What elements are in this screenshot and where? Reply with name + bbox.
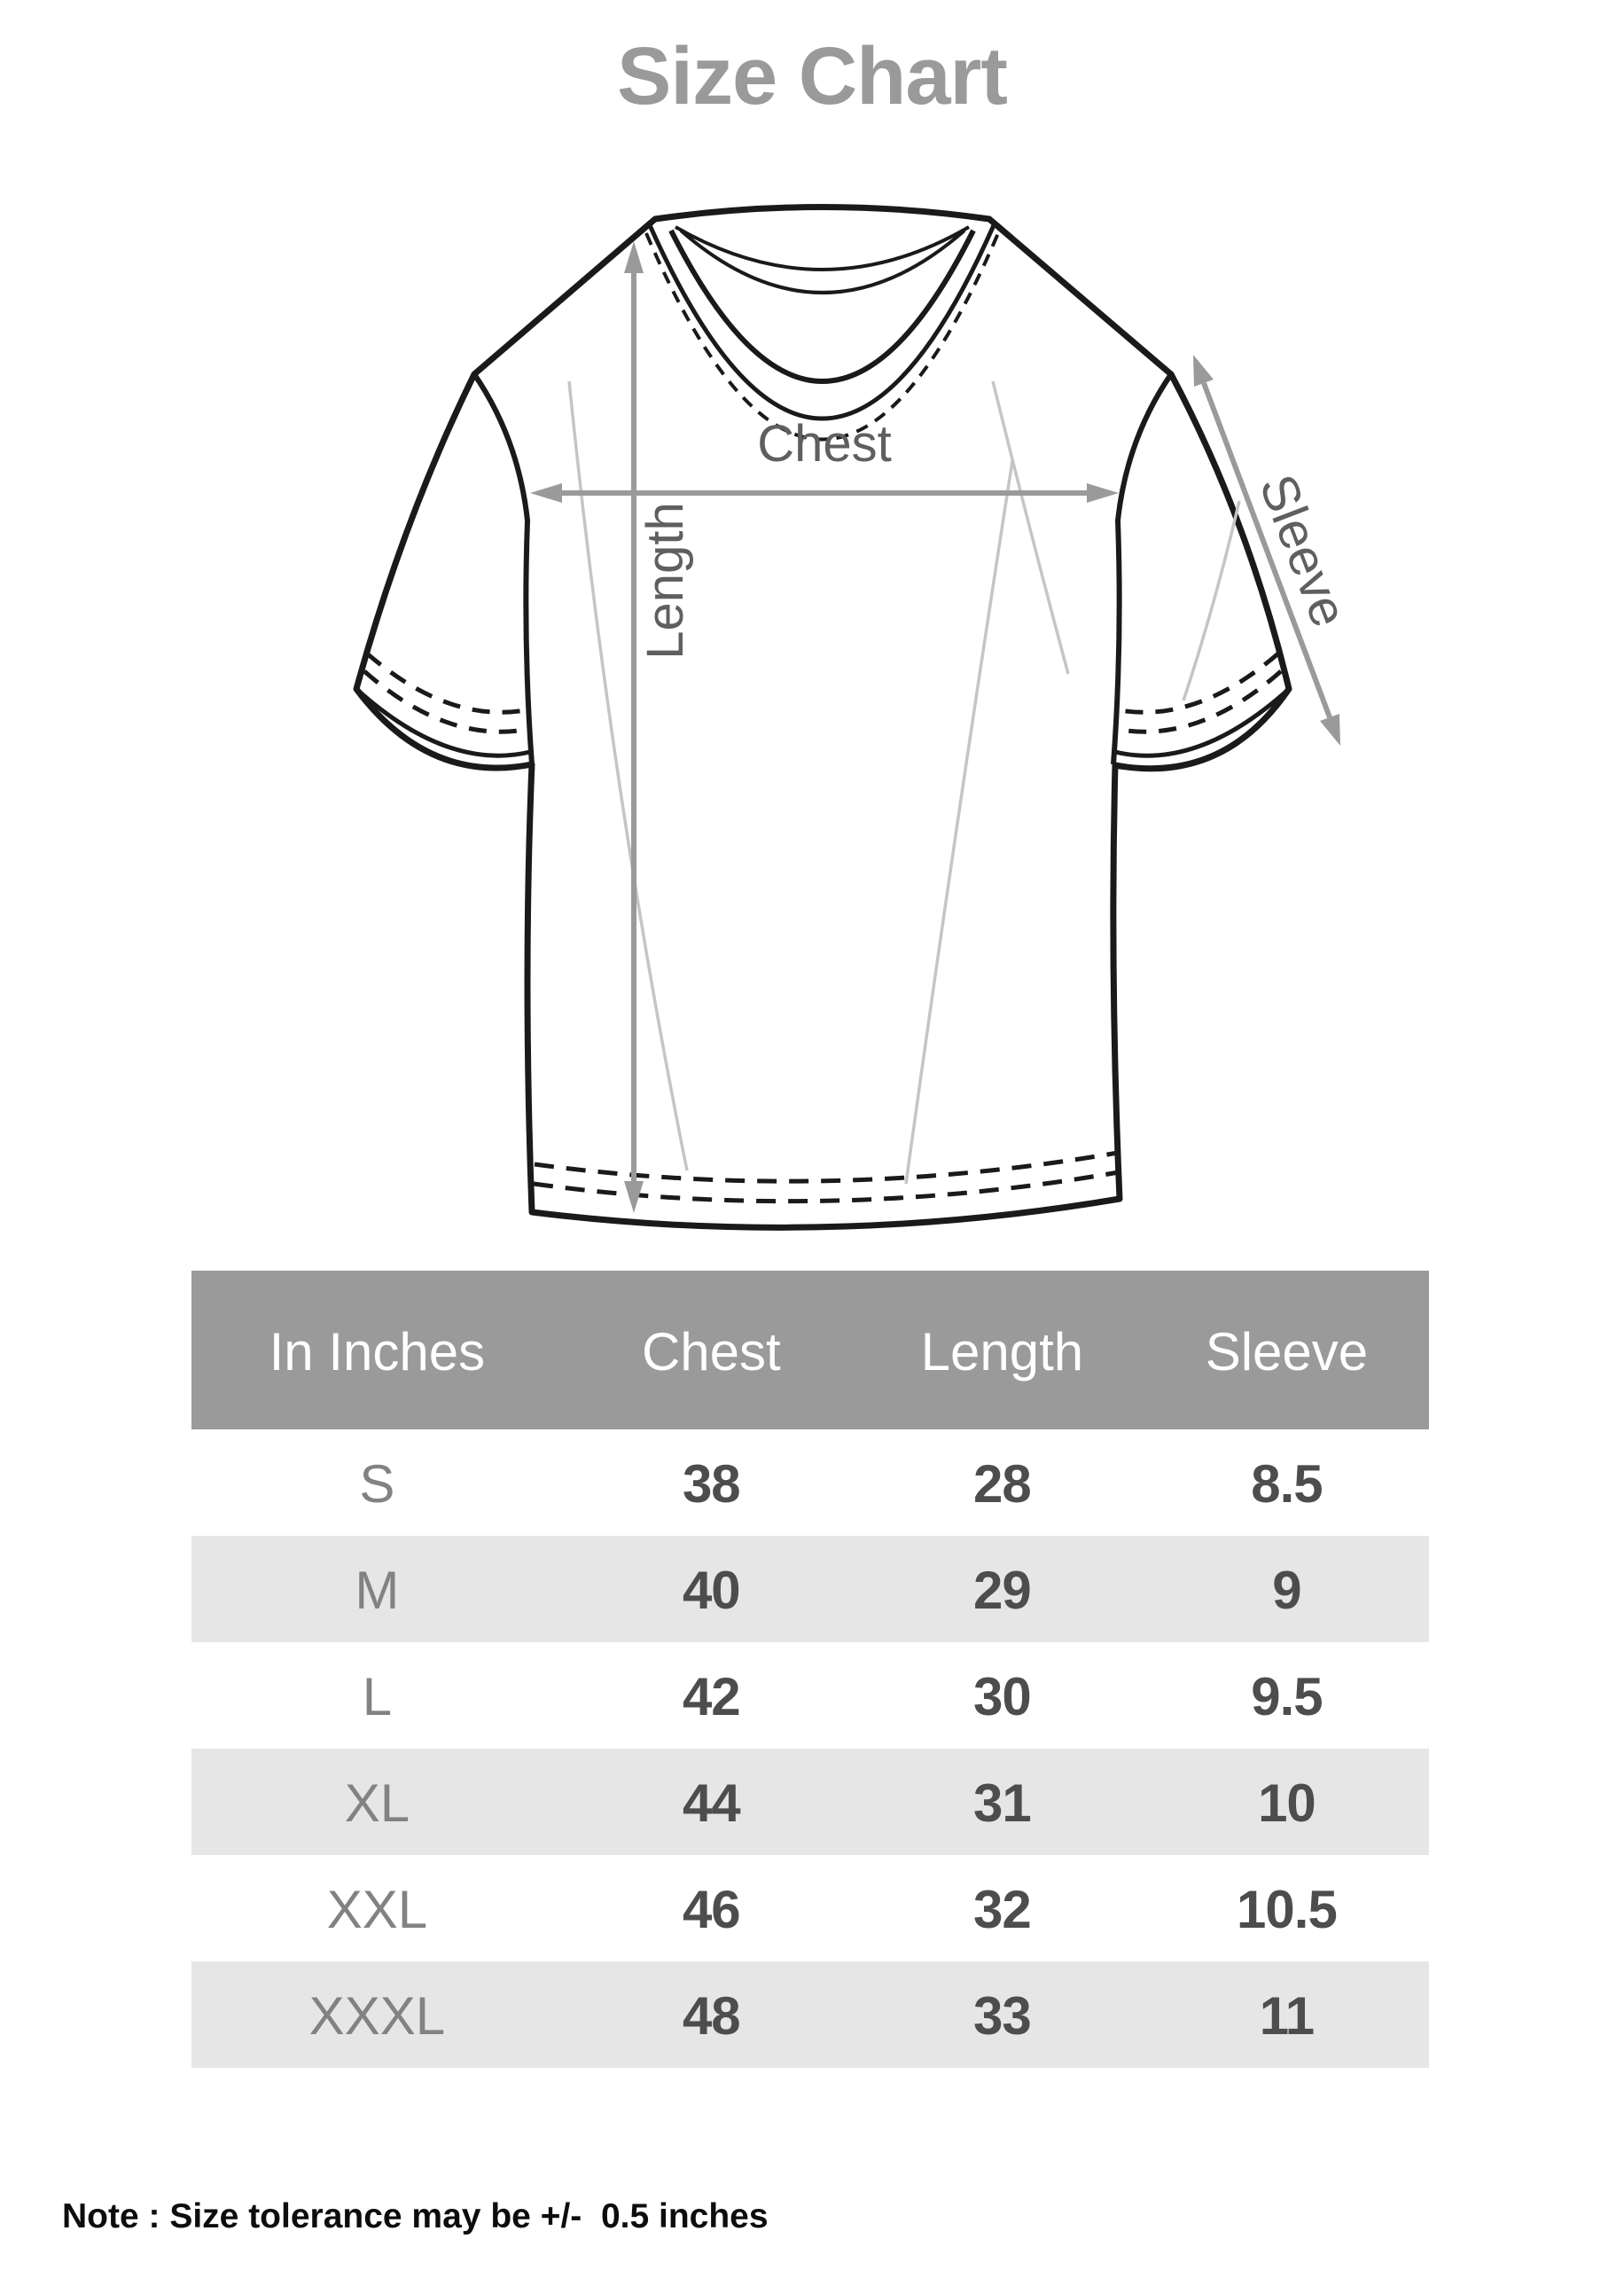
- size-table: In Inches Chest Length Sleeve S 38 28 8.…: [191, 1271, 1429, 2068]
- size-cell: S: [359, 1454, 395, 1514]
- length-arrow: [624, 241, 644, 1213]
- tshirt-diagram: Chest Length Sleeve: [353, 204, 1358, 1231]
- left-cuff-stitch-1: [365, 652, 531, 715]
- table-row-s: S 38 28 8.5: [191, 1429, 1429, 1536]
- page-title: Size Chart: [617, 31, 1008, 121]
- size-cell: XL: [344, 1773, 410, 1833]
- table-header-row: In Inches Chest Length Sleeve: [191, 1271, 1429, 1429]
- size-cell: XXL: [326, 1880, 428, 1939]
- tshirt-outline: [353, 204, 1292, 1231]
- length-cell: 28: [972, 1454, 1032, 1514]
- length-cell: 30: [972, 1667, 1032, 1726]
- tshirt-illustration: Chest Length Sleeve: [353, 204, 1358, 1231]
- header-in-inches: In Inches: [269, 1321, 486, 1382]
- right-cuff-fold: [1114, 687, 1291, 758]
- crease-shoulder: [991, 380, 1070, 675]
- collar-back-line-1: [674, 225, 971, 271]
- sleeve-cell: 9.5: [1251, 1667, 1323, 1726]
- length-label: Length: [636, 502, 694, 659]
- collar-seam-line: [647, 223, 996, 421]
- table-row-xxxl: XXXL 48 33 11: [191, 1961, 1429, 2068]
- sleeve-cell: 11: [1259, 1986, 1315, 2046]
- chest-cell: 48: [682, 1986, 741, 2046]
- chest-label: Chest: [757, 415, 892, 473]
- length-cell: 33: [972, 1986, 1032, 2046]
- chest-cell: 44: [682, 1773, 741, 1833]
- header-length: Length: [920, 1321, 1084, 1382]
- right-cuff-stitch-1: [1114, 652, 1280, 715]
- left-cuff-fold: [355, 687, 531, 758]
- crease-left: [567, 380, 689, 1171]
- header-sleeve: Sleeve: [1205, 1321, 1369, 1382]
- collar-back-line-2: [679, 229, 966, 294]
- sleeve-arrow: [1193, 355, 1340, 746]
- length-cell: 31: [972, 1773, 1032, 1833]
- chest-arrow: [530, 483, 1119, 503]
- left-armhole-seam: [472, 372, 535, 765]
- chest-cell: 42: [682, 1667, 741, 1726]
- left-cuff-stitch-2: [363, 669, 531, 734]
- sleeve-cell: 9: [1272, 1561, 1301, 1620]
- tolerance-note: Note : Size tolerance may be +/- 0.5 inc…: [62, 2197, 769, 2235]
- length-cell: 32: [972, 1880, 1032, 1939]
- hem-stitch-2: [533, 1170, 1120, 1204]
- sleeve-cell: 10.5: [1237, 1880, 1338, 1939]
- length-cell: 29: [972, 1561, 1032, 1620]
- table-row-l: L 42 30 9.5: [191, 1642, 1429, 1749]
- sleeve-cell: 10: [1258, 1773, 1316, 1833]
- size-cell: L: [362, 1667, 393, 1726]
- collar-stitch-line: [644, 232, 1000, 442]
- header-chest: Chest: [641, 1321, 781, 1382]
- table-row-xxl: XXL 46 32 10.5: [191, 1855, 1429, 1961]
- size-cell: XXXL: [308, 1986, 446, 2046]
- chest-cell: 38: [682, 1454, 741, 1514]
- table-row-xl: XL 44 31 10: [191, 1749, 1429, 1855]
- collar-inner-line: [668, 229, 976, 384]
- chest-cell: 46: [682, 1880, 741, 1939]
- sleeve-cell: 8.5: [1251, 1454, 1323, 1514]
- right-cuff-stitch-2: [1114, 669, 1283, 734]
- crease-sleeve: [1182, 500, 1241, 701]
- right-armhole-seam: [1111, 372, 1174, 765]
- table-row-m: M 40 29 9: [191, 1536, 1429, 1642]
- size-cell: M: [355, 1561, 400, 1620]
- chest-cell: 40: [682, 1561, 741, 1620]
- hem-stitch-1: [534, 1150, 1119, 1184]
- crease-right: [904, 460, 1014, 1185]
